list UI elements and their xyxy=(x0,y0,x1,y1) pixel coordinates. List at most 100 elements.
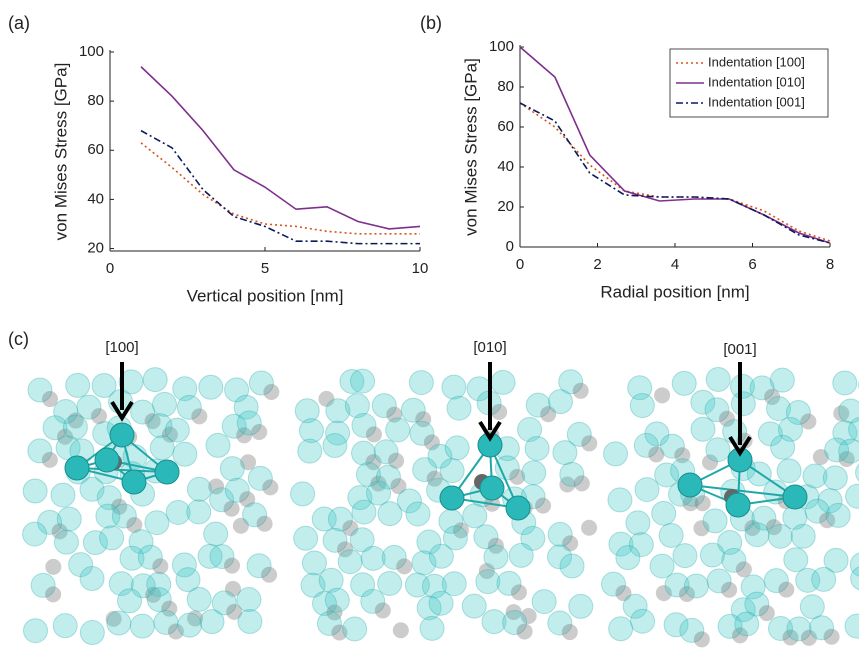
atom xyxy=(581,435,598,452)
series-line xyxy=(140,142,420,235)
atom xyxy=(388,452,405,469)
atom xyxy=(90,408,107,425)
atom xyxy=(690,389,716,415)
legend-label: Indentation [001] xyxy=(708,94,805,109)
atom xyxy=(375,464,401,490)
atom xyxy=(256,515,273,532)
atom xyxy=(377,501,403,527)
atom xyxy=(128,529,154,555)
direction-label: [001] xyxy=(723,341,756,358)
atom xyxy=(777,416,803,442)
atom xyxy=(350,368,376,394)
atom xyxy=(694,495,711,512)
atom xyxy=(351,499,377,525)
atom xyxy=(105,610,122,627)
y-axis-label: von Mises Stress [GPa] xyxy=(51,63,70,241)
atom xyxy=(477,432,503,458)
atom xyxy=(371,393,397,419)
x-tick-label: 4 xyxy=(671,256,679,273)
atom xyxy=(233,394,259,420)
atom xyxy=(725,492,751,518)
atom xyxy=(109,422,135,448)
atom xyxy=(53,399,79,425)
atom xyxy=(770,434,796,460)
atom xyxy=(322,527,348,553)
atom xyxy=(727,447,753,473)
atom xyxy=(671,370,697,396)
atom xyxy=(219,456,245,482)
x-tick-label: 8 xyxy=(826,256,834,273)
atom xyxy=(426,470,443,487)
atom xyxy=(758,605,775,622)
atom xyxy=(53,529,79,555)
atom xyxy=(505,495,531,521)
atom xyxy=(301,550,327,576)
atom xyxy=(732,627,749,644)
atom xyxy=(566,421,592,447)
atom xyxy=(525,392,551,418)
x-tick-label: 2 xyxy=(593,256,601,273)
atom xyxy=(838,398,859,424)
atom xyxy=(203,521,229,547)
panel-label: (c) xyxy=(8,329,29,349)
atom xyxy=(161,600,178,617)
y-tick-label: 100 xyxy=(79,43,104,60)
series-line xyxy=(140,129,420,245)
atom xyxy=(153,609,179,635)
atom xyxy=(845,483,859,509)
atom xyxy=(419,615,445,641)
atom xyxy=(717,613,743,639)
atom xyxy=(355,462,381,488)
atom xyxy=(95,503,121,529)
atom xyxy=(672,543,698,569)
atom xyxy=(520,525,546,551)
atom xyxy=(844,613,859,639)
atom xyxy=(392,622,409,639)
atom xyxy=(729,373,755,399)
x-tick-label: 0 xyxy=(106,260,114,277)
atom xyxy=(145,586,162,603)
atom xyxy=(246,553,272,579)
atom xyxy=(64,455,90,481)
atom xyxy=(428,543,454,569)
atom xyxy=(496,570,522,596)
atom xyxy=(690,416,716,442)
atom xyxy=(817,488,843,514)
atom xyxy=(373,439,399,465)
atom xyxy=(765,519,782,536)
atom xyxy=(209,487,235,513)
atom xyxy=(674,447,691,464)
atom xyxy=(573,475,590,492)
atom xyxy=(627,375,653,401)
atom xyxy=(144,413,161,430)
atom xyxy=(749,375,775,401)
atom xyxy=(366,480,392,506)
atom xyxy=(705,366,731,392)
atom xyxy=(744,520,761,537)
atom xyxy=(209,544,235,570)
atom xyxy=(693,520,710,537)
atom xyxy=(365,426,382,443)
atom xyxy=(37,509,63,535)
atom xyxy=(408,370,434,396)
atom xyxy=(757,421,783,447)
atom xyxy=(763,568,789,594)
y-axis-label: von Mises Stress [GPa] xyxy=(461,58,480,236)
atom xyxy=(702,508,728,534)
atom xyxy=(171,552,197,578)
atom xyxy=(751,505,777,531)
atom xyxy=(651,500,677,526)
atom-structures xyxy=(22,362,859,648)
x-axis-label: Radial position [nm] xyxy=(600,282,749,301)
atom xyxy=(130,399,156,425)
atom xyxy=(318,390,335,407)
atom xyxy=(205,432,231,458)
atom xyxy=(232,517,249,534)
atom xyxy=(248,370,274,396)
x-tick-label: 10 xyxy=(412,260,429,277)
atom xyxy=(226,603,243,620)
atom xyxy=(706,568,732,594)
y-tick-label: 100 xyxy=(489,38,514,55)
atom xyxy=(416,595,442,621)
atom xyxy=(415,411,432,428)
